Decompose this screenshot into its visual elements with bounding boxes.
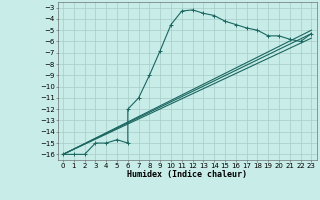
X-axis label: Humidex (Indice chaleur): Humidex (Indice chaleur) xyxy=(127,170,247,179)
